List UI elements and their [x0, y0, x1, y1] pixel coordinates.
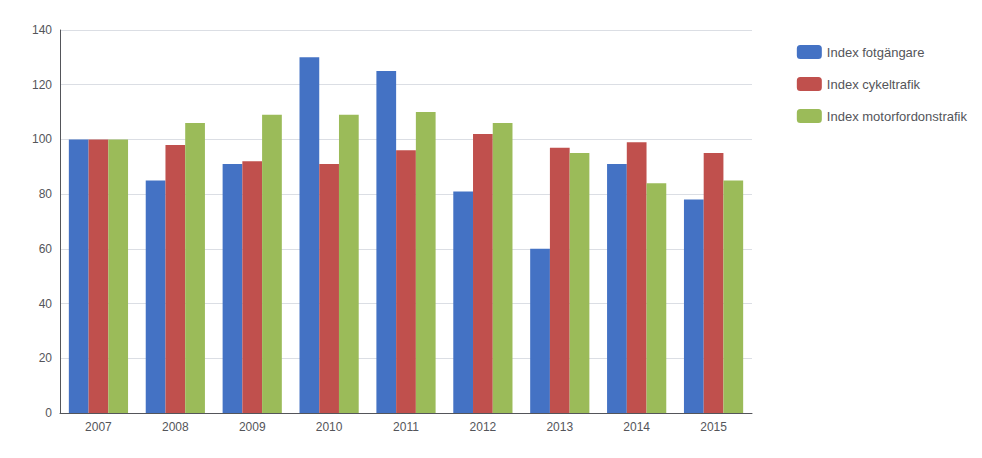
svg-text:Index cykeltrafik: Index cykeltrafik — [827, 77, 921, 92]
svg-text:2010: 2010 — [316, 420, 343, 434]
svg-text:0: 0 — [45, 406, 52, 420]
svg-text:2013: 2013 — [546, 420, 573, 434]
svg-text:80: 80 — [39, 187, 53, 201]
svg-text:2014: 2014 — [623, 420, 650, 434]
svg-text:2009: 2009 — [239, 420, 266, 434]
svg-text:40: 40 — [39, 297, 53, 311]
svg-text:140: 140 — [32, 23, 52, 37]
svg-text:2012: 2012 — [470, 420, 497, 434]
svg-text:120: 120 — [32, 78, 52, 92]
svg-text:100: 100 — [32, 132, 52, 146]
svg-text:2007: 2007 — [85, 420, 112, 434]
svg-text:60: 60 — [39, 242, 53, 256]
svg-text:20: 20 — [39, 351, 53, 365]
svg-text:Index fotgängare: Index fotgängare — [827, 45, 925, 60]
svg-text:Index motorfordonstrafik: Index motorfordonstrafik — [827, 109, 968, 124]
svg-text:2008: 2008 — [162, 420, 189, 434]
svg-text:2011: 2011 — [393, 420, 419, 434]
svg-text:2015: 2015 — [700, 420, 727, 434]
